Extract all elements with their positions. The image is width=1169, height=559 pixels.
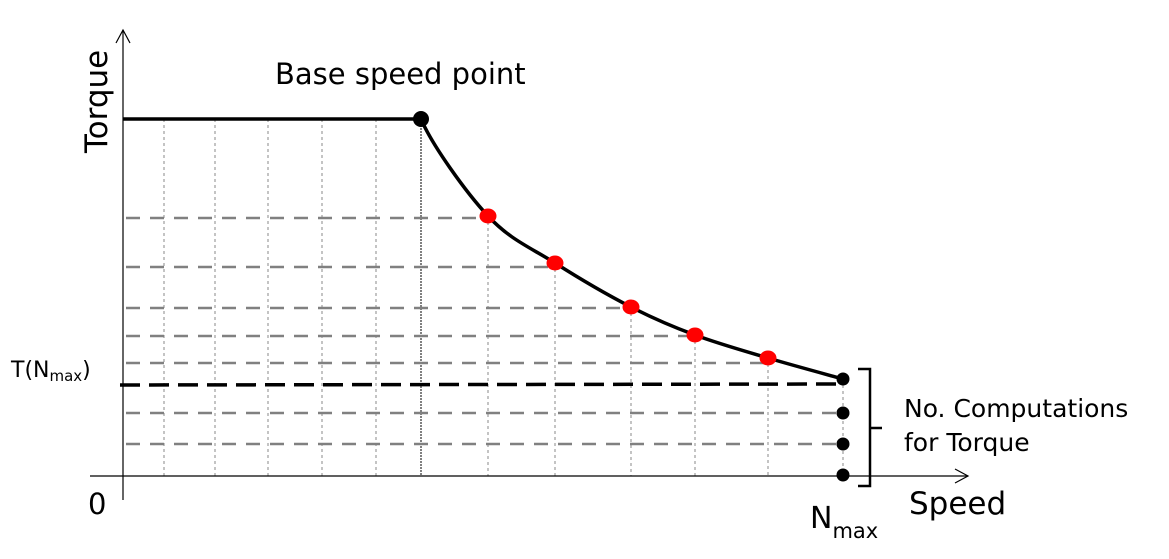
y-axis-arrow-icon	[115, 28, 131, 44]
computation-point	[836, 468, 850, 482]
computation-point	[836, 372, 850, 386]
x-axis-arrow-icon	[954, 468, 970, 484]
base-speed-point	[413, 111, 429, 127]
origin-label: 0	[88, 487, 106, 521]
sample-points	[413, 111, 850, 482]
red-sample-point	[686, 327, 704, 343]
t-nmax-label: T(Nmax)	[10, 358, 91, 385]
nmax-label: Nmax	[810, 501, 878, 543]
red-sample-point	[622, 299, 640, 315]
red-sample-point	[546, 255, 564, 271]
vertical-dotted-gridlines	[163, 119, 844, 476]
computations-label-line2: for Torque	[904, 428, 1030, 457]
computation-point	[836, 437, 850, 451]
computation-point	[836, 406, 850, 420]
x-axis-label: Speed	[909, 486, 1006, 522]
red-sample-point	[479, 208, 497, 224]
brace	[858, 367, 882, 488]
red-sample-point	[759, 350, 777, 366]
computations-label-line1: No. Computations	[904, 394, 1128, 423]
torque-curve	[419, 118, 844, 381]
horizontal-dashed-gridlines	[119, 216, 844, 446]
y-axis-label: Torque	[79, 50, 115, 154]
base-speed-label: Base speed point	[275, 57, 526, 91]
t-nmax-dashed-line	[119, 382, 844, 387]
